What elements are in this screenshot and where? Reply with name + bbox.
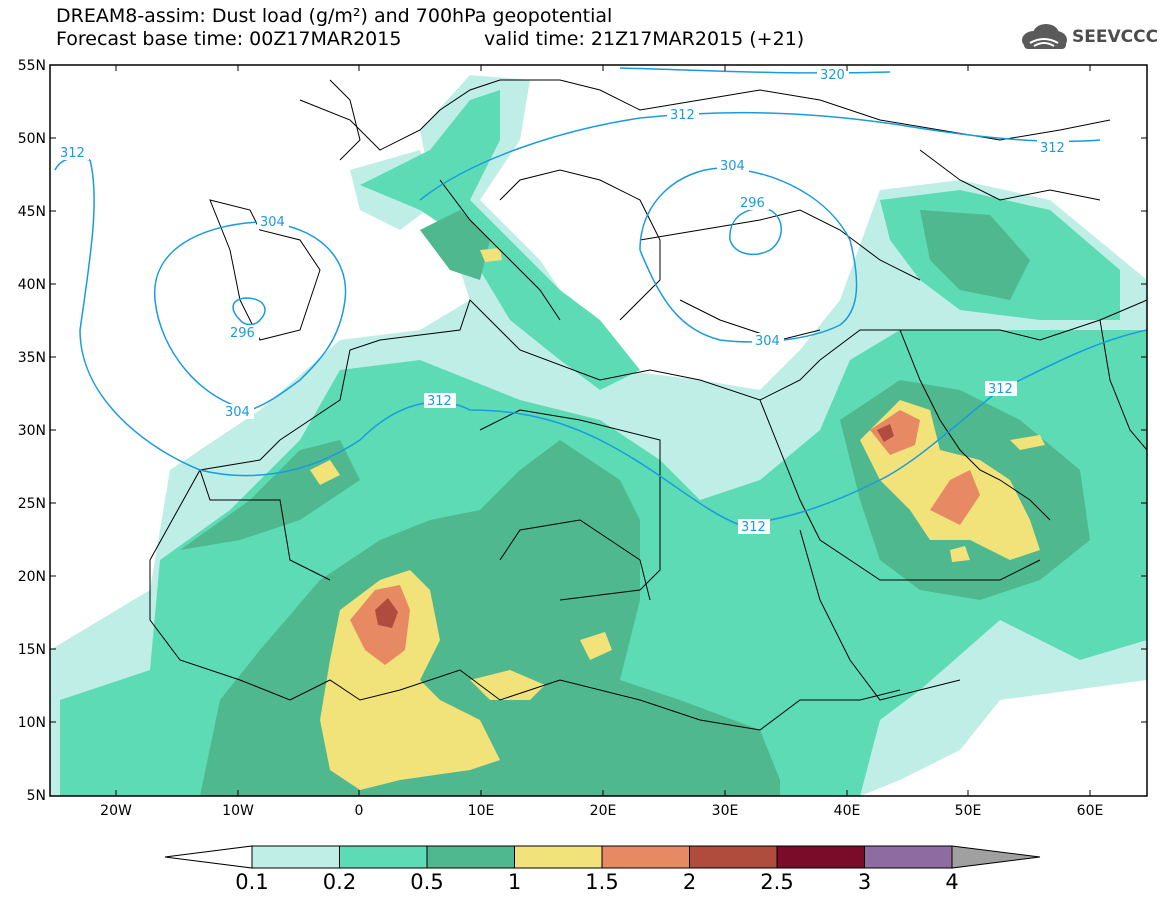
lon-label: 10W xyxy=(222,803,254,819)
longitude-labels: 20W 10W 0 10E 20E 30E 40E 50E 60E xyxy=(100,803,1103,819)
colorbar-label: 1.5 xyxy=(585,870,619,894)
colorbar-label: 0.2 xyxy=(322,870,357,894)
contour-label: 312 xyxy=(427,394,452,409)
contour-296-west xyxy=(232,297,266,326)
forecast-base-time: Forecast base time: 00Z17MAR2015 xyxy=(56,28,402,50)
lon-label: 20E xyxy=(590,803,617,819)
colorbar-label: 1 xyxy=(507,870,522,894)
colorbar-segment xyxy=(339,845,428,869)
colorbar-label: 0.5 xyxy=(410,870,444,894)
lon-label: 40E xyxy=(834,803,861,819)
lon-label: 60E xyxy=(1077,803,1104,819)
lat-label: 10N xyxy=(18,715,46,731)
lat-label: 40N xyxy=(18,277,46,293)
contour-label: 304 xyxy=(755,334,780,349)
contour-296-east xyxy=(729,208,782,256)
contour-label: 312 xyxy=(741,520,766,535)
lon-label: 10E xyxy=(468,803,495,819)
lat-label: 35N xyxy=(18,350,46,366)
colorbar-label: 3 xyxy=(857,870,872,894)
contour-label: 304 xyxy=(225,405,250,420)
valid-time: valid time: 21Z17MAR2015 (+21) xyxy=(484,28,805,50)
lon-label: 0 xyxy=(355,803,364,819)
lat-label: 30N xyxy=(18,423,46,439)
colorbar-segment xyxy=(864,845,953,869)
coastlines-borders xyxy=(149,79,1147,731)
logo-text: SEEVCCC xyxy=(1072,27,1159,47)
colorbar-segment xyxy=(776,845,865,869)
contour-312-south xyxy=(79,159,1147,526)
dust-level-2 xyxy=(375,424,894,628)
lon-label: 20W xyxy=(100,803,132,819)
colorbar-segment xyxy=(689,845,778,869)
map-title: DREAM8-assim: Dust load (g/m²) and 700hP… xyxy=(56,5,613,27)
cloud-icon xyxy=(1022,24,1067,49)
seevccc-logo: SEEVCCC xyxy=(1018,22,1158,52)
lat-label: 50N xyxy=(18,131,46,147)
lat-label: 5N xyxy=(27,788,46,804)
latitude-labels: 55N 50N 45N 40N 35N 30N 25N 20N 15N 10N … xyxy=(18,58,46,804)
contour-304-east xyxy=(639,167,858,343)
contour-label: 304 xyxy=(720,159,745,174)
lat-label: 45N xyxy=(18,204,46,220)
contour-label: 304 xyxy=(260,215,285,230)
contour-label: 312 xyxy=(988,382,1013,397)
colorbar-label: 2.5 xyxy=(760,870,794,894)
contour-label: 312 xyxy=(1040,141,1065,156)
colorbar-label: 4 xyxy=(945,870,959,894)
colorbar-segment xyxy=(514,845,603,869)
contour-312-north xyxy=(419,111,1101,201)
geopotential-contour-labels: 320 312 312 312 304 296 304 296 304 304 … xyxy=(57,67,1069,535)
lat-label: 55N xyxy=(18,58,46,74)
colorbar-label: 2 xyxy=(682,870,697,894)
lon-label: 30E xyxy=(712,803,739,819)
contour-320 xyxy=(619,67,891,74)
colorbar xyxy=(164,845,1041,869)
contour-label: 296 xyxy=(230,326,255,341)
geopotential-contours xyxy=(54,67,1147,526)
contour-label: 296 xyxy=(740,196,765,211)
lat-label: 15N xyxy=(18,642,46,658)
colorbar-segment xyxy=(601,845,690,869)
colorbar-right-arrow xyxy=(951,845,1041,869)
colorbar-segment xyxy=(426,845,515,869)
axis-ticks xyxy=(50,64,1147,796)
contour-label: 320 xyxy=(820,68,845,83)
contour-304-west xyxy=(154,221,347,411)
colorbar-label: 0.1 xyxy=(235,870,269,894)
contour-label: 312 xyxy=(670,108,695,123)
colorbar-segment xyxy=(251,845,340,869)
lat-label: 20N xyxy=(18,569,46,585)
lat-label: 25N xyxy=(18,496,46,512)
contour-label: 312 xyxy=(60,146,85,161)
colorbar-left-arrow xyxy=(164,845,253,869)
dust-load-shading xyxy=(50,75,1147,796)
lon-label: 50E xyxy=(955,803,982,819)
